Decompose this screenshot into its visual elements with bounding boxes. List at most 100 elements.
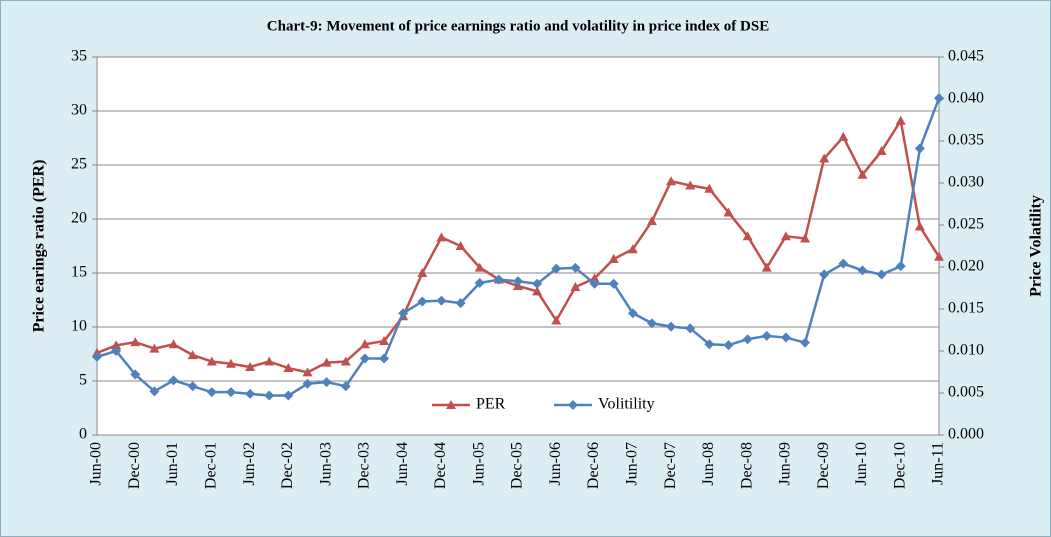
marker xyxy=(264,390,275,401)
marker xyxy=(742,334,753,345)
x-tick-label: Jun-06 xyxy=(547,442,564,486)
x-tick-label: Dec-07 xyxy=(662,442,679,489)
x-tick-label: Jun-04 xyxy=(394,442,411,486)
x-tick-label: Dec-09 xyxy=(815,442,832,489)
plot-area xyxy=(97,57,939,435)
y-tick-label: 10 xyxy=(71,318,87,335)
y2-tick-label: 0.045 xyxy=(948,48,984,65)
marker xyxy=(302,367,313,377)
marker xyxy=(455,241,466,250)
marker xyxy=(245,388,256,399)
marker xyxy=(627,308,638,319)
marker xyxy=(187,350,198,360)
x-tick-label: Dec-02 xyxy=(279,442,296,489)
marker xyxy=(359,353,370,364)
marker xyxy=(168,375,179,386)
x-tick-label: Jun-03 xyxy=(317,442,334,486)
marker xyxy=(321,357,332,367)
legend-label: Volitility xyxy=(598,396,655,413)
y2-tick-label: 0.025 xyxy=(948,216,984,233)
y2-tick-label: 0.000 xyxy=(948,426,984,443)
marker xyxy=(225,358,236,368)
x-tick-label: Dec-04 xyxy=(432,442,449,489)
marker xyxy=(838,131,849,141)
marker xyxy=(568,400,578,410)
marker xyxy=(800,337,811,348)
y2-tick-label: 0.005 xyxy=(948,384,984,401)
marker xyxy=(685,180,696,190)
marker xyxy=(838,258,849,269)
marker xyxy=(800,233,811,243)
y2-tick-label: 0.010 xyxy=(948,342,984,359)
marker xyxy=(206,356,217,366)
marker xyxy=(187,381,198,392)
marker xyxy=(608,253,619,263)
y-tick-label: 15 xyxy=(71,264,87,281)
marker xyxy=(685,323,696,334)
x-tick-label: Dec-06 xyxy=(585,442,602,489)
marker xyxy=(283,363,294,373)
x-tick-label: Dec-08 xyxy=(738,442,755,489)
marker xyxy=(264,356,275,366)
marker xyxy=(914,221,925,231)
x-tick-label: Jun-00 xyxy=(88,442,105,486)
marker xyxy=(446,400,456,409)
x-tick-label: Dec-03 xyxy=(356,442,373,489)
marker xyxy=(666,176,677,186)
marker xyxy=(111,346,122,356)
marker xyxy=(551,315,562,325)
marker xyxy=(666,321,677,332)
marker xyxy=(570,282,581,292)
marker xyxy=(819,269,830,280)
marker xyxy=(455,298,466,309)
x-tick-label: Jun-05 xyxy=(470,442,487,486)
marker xyxy=(589,278,600,289)
legend-label: PER xyxy=(476,396,506,413)
y-tick-label: 5 xyxy=(79,372,87,389)
y2-tick-label: 0.030 xyxy=(948,174,984,191)
y-tick-label: 20 xyxy=(71,210,87,227)
marker xyxy=(130,369,141,380)
marker xyxy=(149,343,160,353)
x-tick-label: Jun-11 xyxy=(930,442,947,485)
y2-tick-label: 0.015 xyxy=(948,300,984,317)
y-tick-label: 30 xyxy=(71,102,87,119)
marker xyxy=(646,318,657,329)
marker xyxy=(225,387,236,398)
x-tick-label: Jun-08 xyxy=(700,442,717,486)
marker xyxy=(704,339,715,350)
x-tick-label: Jun-07 xyxy=(623,442,640,486)
marker xyxy=(723,340,734,351)
marker xyxy=(474,277,485,288)
marker xyxy=(417,296,428,307)
marker xyxy=(513,276,523,287)
y2-tick-label: 0.040 xyxy=(948,90,984,107)
x-tick-label: Dec-10 xyxy=(891,442,908,489)
marker xyxy=(493,274,504,285)
x-tick-label: Jun-10 xyxy=(853,442,870,486)
marker xyxy=(168,339,179,349)
marker xyxy=(206,387,217,398)
y2-tick-label: 0.035 xyxy=(948,132,984,149)
marker xyxy=(245,361,256,371)
marker xyxy=(321,377,332,388)
marker xyxy=(570,262,581,273)
marker xyxy=(551,263,562,274)
marker xyxy=(876,269,887,280)
marker xyxy=(532,278,543,289)
marker xyxy=(92,351,102,362)
marker xyxy=(761,262,772,272)
marker xyxy=(895,261,906,272)
marker xyxy=(436,232,447,242)
marker xyxy=(608,278,619,289)
marker xyxy=(819,153,830,163)
marker xyxy=(780,231,791,241)
marker xyxy=(417,268,428,277)
x-tick-label: Jun-02 xyxy=(241,442,258,486)
marker xyxy=(627,244,638,254)
y-tick-label: 35 xyxy=(71,48,87,65)
x-tick-label: Dec-00 xyxy=(126,442,143,489)
x-tick-label: Dec-01 xyxy=(202,442,219,489)
marker xyxy=(532,286,543,296)
